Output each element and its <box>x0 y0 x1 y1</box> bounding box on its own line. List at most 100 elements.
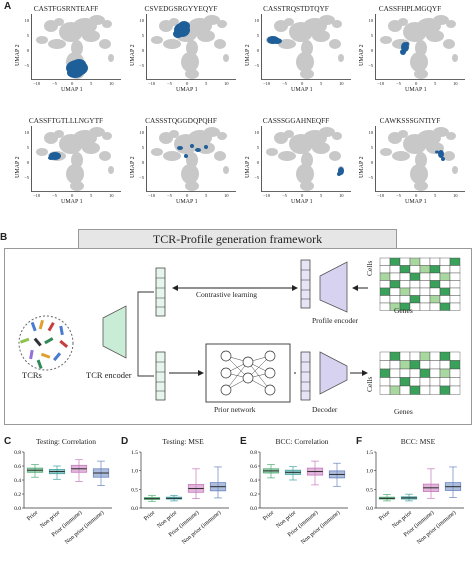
boxplot-ytick: 0.8 <box>250 450 257 456</box>
umap-xtick: −10 <box>33 81 41 86</box>
boxplot-ytick: 0.0 <box>366 506 373 512</box>
boxplot-ytick: 0.6 <box>250 464 257 470</box>
decoder-label: Decoder <box>312 405 338 414</box>
matrix-cell <box>389 377 401 387</box>
umap-highlight <box>190 144 194 148</box>
umap-ytick: 0 <box>256 48 259 53</box>
umap-ytick: −5 <box>368 63 373 68</box>
umap-scatter <box>261 14 351 80</box>
decoder-shape <box>319 351 348 395</box>
umap-highlight <box>48 156 54 160</box>
umap-highlight <box>272 38 282 44</box>
umap-ytick: 0 <box>141 48 144 53</box>
boxplot-category-label: Non prior (immune) <box>300 509 342 546</box>
umap-ytick: 5 <box>141 33 144 38</box>
umap-scatter <box>261 126 351 192</box>
umap-xtick: −5 <box>396 81 401 86</box>
umap-ytick: 0 <box>370 160 373 165</box>
box <box>187 468 205 500</box>
umap-ylabel: UMAP 2 <box>130 156 136 178</box>
umap-highlight <box>337 172 341 176</box>
panel-label: C <box>4 436 12 447</box>
boxplot-category-label: Prior <box>262 510 275 522</box>
umap-xtick: 10 <box>339 81 344 86</box>
matrix-cell <box>419 368 431 378</box>
boxplot-category-label: Prior <box>26 510 39 522</box>
boxplot-ytick: 0.6 <box>14 464 21 470</box>
panel-label: F <box>356 436 363 447</box>
prior-network-box <box>205 343 291 403</box>
umap-ytick: −5 <box>139 175 144 180</box>
matrix-cell <box>429 377 441 387</box>
umap-ytick: 0 <box>141 160 144 165</box>
matrix-cell <box>399 368 411 378</box>
box <box>284 466 302 481</box>
box <box>400 493 418 502</box>
umap-xtick: −5 <box>282 193 287 198</box>
umap-xtick: −10 <box>148 193 156 198</box>
matrix-cell <box>379 360 391 370</box>
framework-title: TCR-Profile generation framework <box>78 229 397 249</box>
matrix-cell <box>439 272 451 281</box>
matrix-cell <box>389 272 401 281</box>
umap-xlabel: UMAP 1 <box>61 199 83 205</box>
boxplot-ytick: 0.0 <box>131 506 138 512</box>
box <box>209 466 227 499</box>
box <box>262 464 280 479</box>
umap-xtick: −5 <box>52 81 57 86</box>
umap-plot: CAWKSSSGNTIYF 10 5 0 −5 −10 −5 0 5 10 UMAP 1 UMAP … <box>357 116 469 222</box>
umap-ytick: 10 <box>368 130 373 135</box>
umap-ytick: 0 <box>26 160 29 165</box>
matrix-cell <box>409 377 421 387</box>
umap-highlight <box>438 150 444 158</box>
umap-xtick: 0 <box>186 81 189 86</box>
boxplot-ytick: 0.2 <box>250 492 257 498</box>
umap-highlight <box>405 42 409 46</box>
umap-highlight <box>204 145 208 149</box>
profile-encoder-shape <box>319 261 348 313</box>
umap-title: CSVEDGSRGYYEQYF <box>144 4 218 13</box>
matrix-cell <box>379 368 391 378</box>
matrix-cell <box>389 280 401 289</box>
matrix-cell <box>439 368 451 378</box>
umap-scatter <box>31 126 121 192</box>
matrix-cell <box>419 302 431 311</box>
umap-plot: CASTFGSRNTEAFF 10 5 0 −5 −10 −5 0 5 10 UMAP 1 UMAP… <box>13 4 125 110</box>
umap-ytick: −5 <box>368 175 373 180</box>
umap-xtick: −10 <box>263 193 271 198</box>
umap-xtick: 5 <box>434 81 437 86</box>
boxplot-title: Testing: Correlation <box>35 437 97 446</box>
matrix-cell <box>449 257 461 266</box>
umap-plot: CASSSGGAHNEQFF 10 5 0 −5 −10 −5 0 5 10 UMAP 1 UMAP… <box>243 116 355 222</box>
umap-xtick: 10 <box>453 193 458 198</box>
umap-xtick: 0 <box>71 193 74 198</box>
matrix-cell <box>419 385 431 395</box>
umap-scatter <box>375 14 465 80</box>
matrix-cell <box>449 295 461 304</box>
boxplot-title: BCC: MSE <box>400 437 436 446</box>
matrix-cell <box>379 272 391 281</box>
umap-xlabel: UMAP 1 <box>291 87 313 93</box>
genes-label-bottom: Genes <box>394 407 413 416</box>
matrix-cell <box>399 280 411 289</box>
tcr-embedding-upper <box>155 267 166 317</box>
boxplot-ytick: 1.0 <box>366 469 373 475</box>
matrix-cell <box>439 257 451 266</box>
umap-ytick: 10 <box>368 18 373 23</box>
matrix-cell <box>449 360 461 370</box>
matrix-cell <box>429 351 441 361</box>
matrix-cell <box>389 295 401 304</box>
matrix-cell <box>429 360 441 370</box>
umap-title: CAWKSSSGNTIYF <box>379 116 441 125</box>
matrix-cell <box>379 280 391 289</box>
matrix-cell <box>419 280 431 289</box>
matrix-cell <box>439 377 451 387</box>
contrastive-learning-label: Contrastive learning <box>196 290 258 299</box>
box <box>48 465 66 480</box>
matrix-cell <box>399 257 411 266</box>
matrix-cell <box>399 377 411 387</box>
umap-ylabel: UMAP 2 <box>15 156 21 178</box>
matrix-cell <box>419 351 431 361</box>
